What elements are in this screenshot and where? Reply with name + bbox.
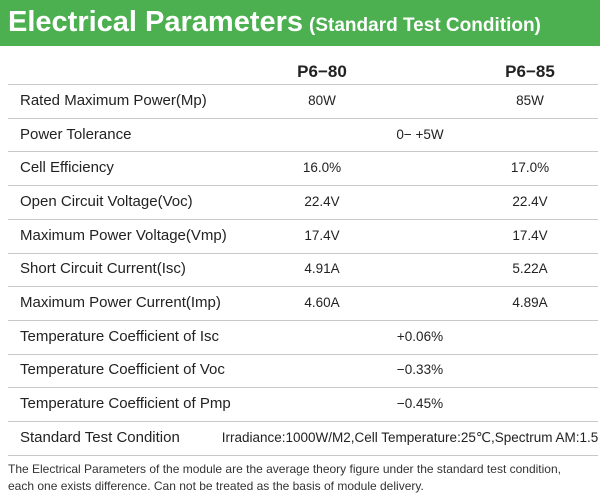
row-divider: [8, 454, 598, 456]
cell-value: 4.89A: [512, 295, 548, 311]
row-label: Temperature Coefficient of Isc: [20, 327, 219, 345]
cell-value: Irradiance:1000W/M2,Cell Temperature:25℃…: [221, 429, 599, 445]
column-header: P6−80: [297, 62, 347, 81]
column-header: P6−85: [505, 62, 555, 81]
row-label: Standard Test Condition: [20, 428, 180, 446]
cell-value: 17.4V: [304, 227, 340, 243]
row-divider: [8, 185, 598, 187]
cell-value: 17.4V: [512, 227, 548, 243]
row-divider: [8, 151, 598, 153]
row-label: Temperature Coefficient of Pmp: [20, 395, 231, 413]
cell-value: 5.22A: [512, 261, 548, 277]
row-divider: [8, 421, 598, 422]
header: Electrical Parameters (Standard Test Cond…: [8, 6, 541, 39]
cell-value: −0.45%: [396, 396, 444, 412]
header-bar: Electrical Parameters (Standard Test Cond…: [0, 0, 600, 46]
row-divider: [8, 387, 598, 389]
cell-value: 4.60A: [304, 295, 340, 311]
row-label: Cell Efficiency: [20, 159, 114, 177]
row-divider: [8, 84, 598, 85]
row-label: Maximum Power Current(Imp): [20, 294, 221, 312]
row-divider: [8, 117, 598, 119]
cell-value: 22.4V: [512, 193, 548, 209]
row-divider: [8, 218, 598, 220]
cell-value: 4.91A: [304, 261, 340, 277]
cell-value: 80W: [308, 92, 336, 108]
row-divider: [8, 252, 598, 254]
row-divider: [8, 353, 598, 355]
row-divider: [8, 319, 598, 321]
row-label: Open Circuit Voltage(Voc): [20, 192, 193, 210]
cell-value: 85W: [516, 92, 544, 108]
row-label: Power Tolerance: [20, 125, 132, 143]
cell-value: −0.33%: [396, 362, 444, 378]
row-label: Rated Maximum Power(Mp): [20, 91, 207, 109]
row-divider: [8, 286, 598, 288]
title: Electrical Parameters: [8, 6, 304, 38]
footnote: each one exists difference. Can not be t…: [8, 479, 424, 493]
row-label: Temperature Coefficient of Voc: [20, 361, 225, 379]
cell-value: 22.4V: [304, 193, 340, 209]
cell-value: 17.0%: [510, 160, 550, 176]
row-label: Short Circuit Current(Isc): [20, 260, 186, 278]
subtitle: (Standard Test Condition): [309, 15, 541, 36]
cell-value: 0− +5W: [396, 126, 444, 142]
row-label: Maximum Power Voltage(Vmp): [20, 226, 227, 244]
cell-value: +0.06%: [396, 328, 444, 344]
footnote: The Electrical Parameters of the module …: [8, 462, 561, 476]
cell-value: 16.0%: [302, 160, 342, 176]
